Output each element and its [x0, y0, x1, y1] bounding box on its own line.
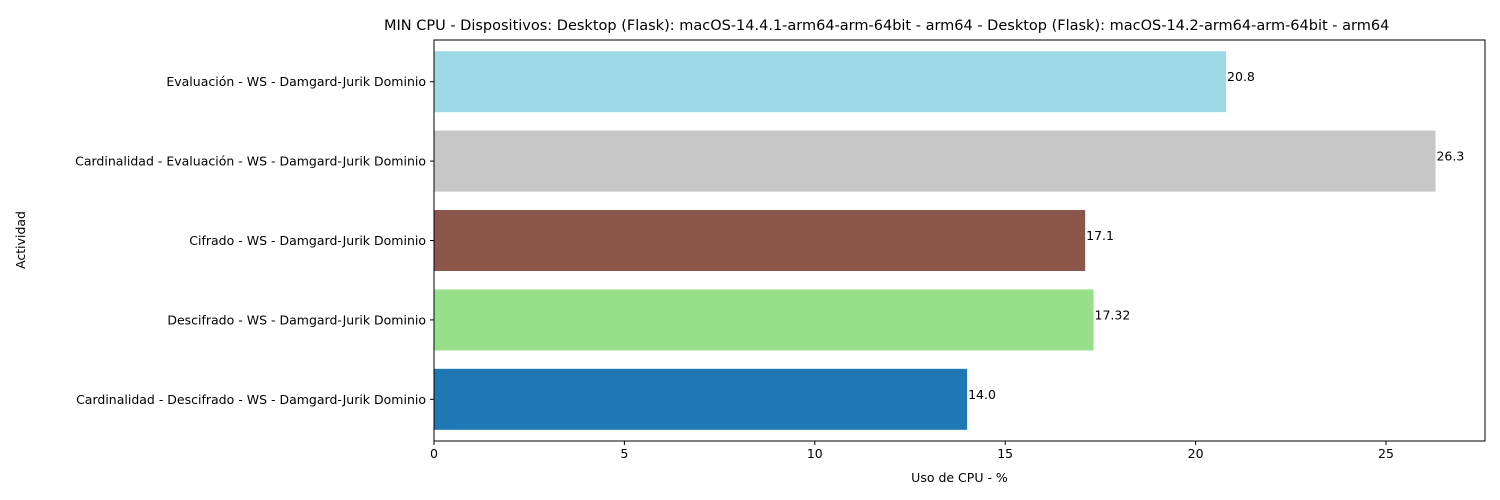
bar — [434, 210, 1086, 271]
bar — [434, 130, 1436, 192]
x-tick-label: 0 — [430, 446, 438, 461]
x-tick-label: 20 — [1188, 446, 1204, 461]
bar-value-label: 26.3 — [1436, 149, 1464, 164]
plot-area: 20.8 Evaluación - WS - Damgard-Jurik Domi… — [75, 39, 1486, 461]
x-tick-label: 15 — [997, 446, 1013, 461]
x-tick-label: 10 — [807, 446, 823, 461]
bar-value-label: 17.32 — [1095, 307, 1131, 322]
bar-value-label: 17.1 — [1086, 228, 1114, 243]
x-tick-label: 5 — [620, 446, 628, 461]
y-tick-label: Evaluación - WS - Damgard-Jurik Dominio — [166, 74, 426, 89]
bar — [434, 289, 1094, 351]
y-tick-label: Cifrado - WS - Damgard-Jurik Dominio — [189, 233, 426, 248]
bar — [434, 368, 968, 430]
chart-title: MIN CPU - Dispositivos: Desktop (Flask):… — [384, 18, 1389, 34]
axes-frame — [433, 39, 1486, 442]
x-axis-title: Uso de CPU - % — [911, 470, 1008, 485]
bar — [434, 51, 1227, 113]
bar-value-label: 14.0 — [968, 387, 996, 402]
y-axis-title: Actividad — [13, 211, 28, 269]
y-tick-label: Cardinalidad - Descifrado - WS - Damgard… — [76, 392, 426, 407]
bar-value-label: 20.8 — [1227, 69, 1255, 84]
y-tick-label: Descifrado - WS - Damgard-Jurik Dominio — [167, 312, 426, 327]
y-tick-label: Cardinalidad - Evaluación - WS - Damgard… — [75, 154, 426, 169]
x-tick-label: 25 — [1378, 446, 1394, 461]
